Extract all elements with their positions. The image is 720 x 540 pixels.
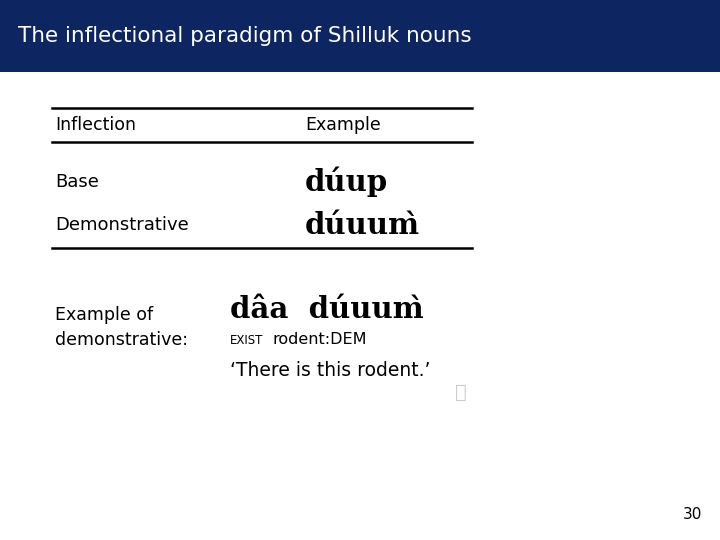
Text: rodent:DEM: rodent:DEM	[272, 333, 366, 348]
Text: dúup: dúup	[305, 167, 388, 197]
Text: demonstrative:: demonstrative:	[55, 331, 188, 349]
Text: Demonstrative: Demonstrative	[55, 216, 189, 234]
Text: ‘There is this rodent.’: ‘There is this rodent.’	[230, 361, 431, 380]
Text: dúuum̀: dúuum̀	[305, 211, 420, 240]
Text: 30: 30	[683, 507, 702, 522]
Bar	[0, 0, 720, 72]
Text: Inflection: Inflection	[55, 116, 136, 134]
Text: The inflectional paradigm of Shilluk nouns: The inflectional paradigm of Shilluk nou…	[18, 26, 472, 46]
Text: Base: Base	[55, 173, 99, 191]
Text: EXIST: EXIST	[230, 334, 264, 347]
Text: Example: Example	[305, 116, 381, 134]
Text: dâa  dúuum̀: dâa dúuum̀	[230, 295, 423, 325]
Text: 🔊: 🔊	[455, 382, 467, 402]
Text: Example of: Example of	[55, 306, 153, 324]
